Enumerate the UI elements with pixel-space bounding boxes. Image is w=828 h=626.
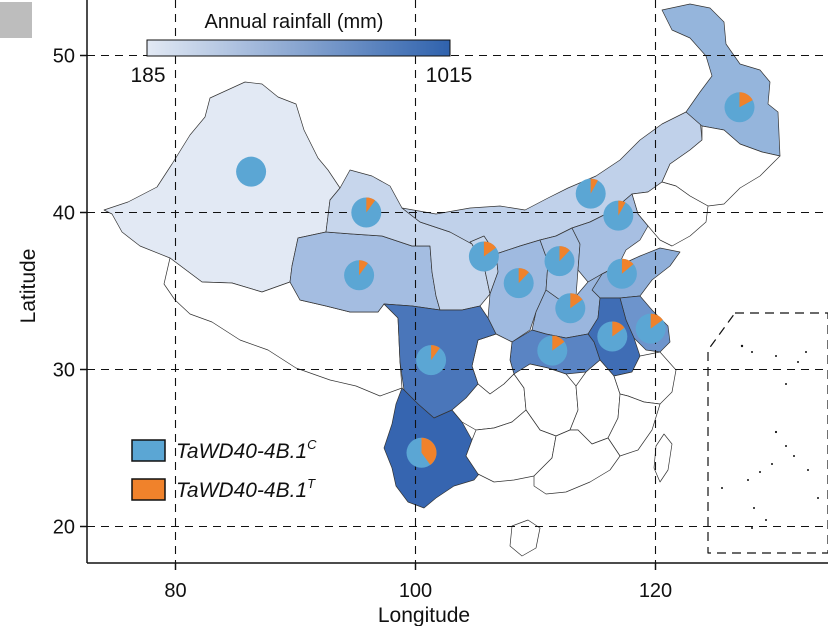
colorbar-min-label: 185 xyxy=(130,64,165,87)
y-tick-label-50: 50 xyxy=(53,46,75,68)
province-guangdong xyxy=(533,429,621,495)
province-hainan xyxy=(509,519,541,557)
pie-slice-t xyxy=(612,321,625,337)
pie-marker-1 xyxy=(236,156,267,187)
pie-markers xyxy=(236,92,755,468)
pie-slice-t xyxy=(552,335,565,351)
pie-marker-7 xyxy=(575,178,606,209)
pie-slice-t xyxy=(559,246,570,262)
colorbar-title: Annual rainfall (mm) xyxy=(205,11,384,33)
legend: TaWD40-4B.1C TaWD40-4B.1T xyxy=(131,437,317,502)
axis-ticks: 80 100 120 20 30 40 50 xyxy=(53,46,672,603)
province-tibet xyxy=(163,257,403,397)
province-taiwan xyxy=(653,433,673,483)
legend-label-c: TaWD40-4B.1C xyxy=(176,437,317,463)
pie-marker-2 xyxy=(351,197,382,228)
pie-slice-t xyxy=(570,293,583,309)
pie-marker-12 xyxy=(635,313,666,344)
legend-swatch-t xyxy=(131,478,166,501)
grid-lines xyxy=(87,0,828,563)
y-axis-title: Latitude xyxy=(17,249,40,324)
pie-slice-t xyxy=(590,178,598,194)
pie-slice-t xyxy=(431,345,440,361)
x-tick-label-120: 120 xyxy=(639,580,672,602)
legend-swatch-c xyxy=(131,439,166,462)
south-china-sea-inset xyxy=(707,312,828,554)
pie-slice-t xyxy=(421,437,437,465)
y-tick-label-40: 40 xyxy=(53,203,75,225)
pie-slice-t xyxy=(650,313,663,329)
colorbar: Annual rainfall (mm) 185 1015 xyxy=(130,11,472,87)
x-tick-label-100: 100 xyxy=(399,580,432,602)
province-jilin xyxy=(661,125,781,207)
pie-marker-8 xyxy=(603,200,634,231)
pie-marker-15 xyxy=(406,437,437,468)
pie-marker-16 xyxy=(724,92,755,123)
pie-marker-14 xyxy=(416,345,447,376)
pie-slice-t xyxy=(483,241,497,257)
colorbar-max-label: 1015 xyxy=(426,64,473,87)
pie-slice-t xyxy=(366,197,376,213)
pie-slice-c xyxy=(236,156,267,187)
pie-slice-t xyxy=(739,92,753,108)
x-tick-label-80: 80 xyxy=(164,580,186,602)
pie-marker-6 xyxy=(544,246,575,277)
inset-islands xyxy=(721,344,819,529)
pie-marker-3 xyxy=(344,260,375,291)
y-tick-label-30: 30 xyxy=(53,360,75,382)
pie-marker-9 xyxy=(606,258,637,289)
legend-label-t: TaWD40-4B.1T xyxy=(176,476,316,502)
colorbar-gradient xyxy=(146,39,451,57)
y-tick-label-20: 20 xyxy=(53,517,75,539)
pie-slice-t xyxy=(518,268,529,284)
pie-marker-13 xyxy=(537,335,568,366)
pie-marker-5 xyxy=(503,268,534,299)
pie-marker-10 xyxy=(555,293,586,324)
pie-slice-t xyxy=(621,258,634,274)
pie-marker-11 xyxy=(597,321,628,352)
pie-marker-4 xyxy=(468,241,499,272)
x-axis-title: Longitude xyxy=(378,604,470,626)
province-fujian xyxy=(607,393,661,457)
pie-slice-t xyxy=(359,260,368,276)
pie-slice-t xyxy=(618,200,626,216)
corner-marker xyxy=(0,2,32,38)
